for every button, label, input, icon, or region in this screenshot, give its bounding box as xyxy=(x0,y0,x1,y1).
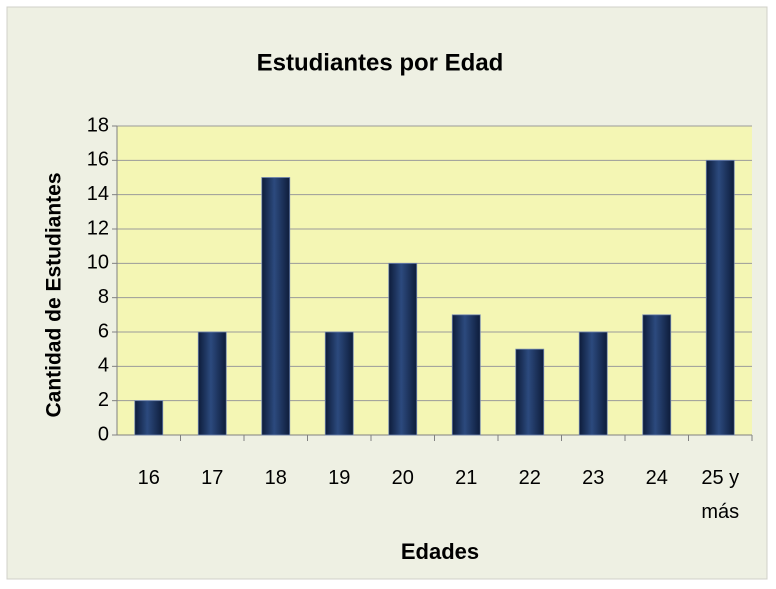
x-tick-label: 19 xyxy=(328,467,351,489)
bar xyxy=(197,331,227,436)
x-tick-label: 20 xyxy=(391,467,414,489)
x-tick-label: 21 xyxy=(455,467,478,489)
x-tick-label: 24 xyxy=(645,467,668,489)
y-tick-label: 2 xyxy=(98,389,109,411)
bar xyxy=(134,400,164,436)
x-tick-label: 17 xyxy=(201,467,224,489)
bar xyxy=(388,262,418,436)
x-tick-label: 22 xyxy=(518,467,541,489)
chart-title: Estudiantes por Edad xyxy=(257,49,504,76)
x-tick-label: 23 xyxy=(582,467,605,489)
y-tick-label: 16 xyxy=(87,149,109,171)
y-tick-label: 10 xyxy=(87,252,109,274)
y-tick-label: 14 xyxy=(87,183,109,205)
y-tick-label: 4 xyxy=(98,355,109,377)
x-tick-label: 18 xyxy=(264,467,287,489)
y-tick-label: 12 xyxy=(87,217,109,239)
y-tick-label: 0 xyxy=(98,423,109,445)
bar xyxy=(578,331,608,436)
bar xyxy=(642,314,672,436)
x-tick-label: 16 xyxy=(137,467,160,489)
bar xyxy=(324,331,354,436)
x-tick-label: 25 y más xyxy=(701,467,740,523)
y-tick-label: 18 xyxy=(87,114,109,136)
bar xyxy=(515,348,545,436)
bar xyxy=(261,177,291,436)
y-axis-label: Cantidad de Estudiantes xyxy=(43,172,66,417)
y-tick-label: 6 xyxy=(98,320,109,342)
y-tick-label: 8 xyxy=(98,286,109,308)
bar xyxy=(705,159,735,436)
bar xyxy=(451,314,481,436)
x-axis-label: Edades xyxy=(401,539,479,564)
